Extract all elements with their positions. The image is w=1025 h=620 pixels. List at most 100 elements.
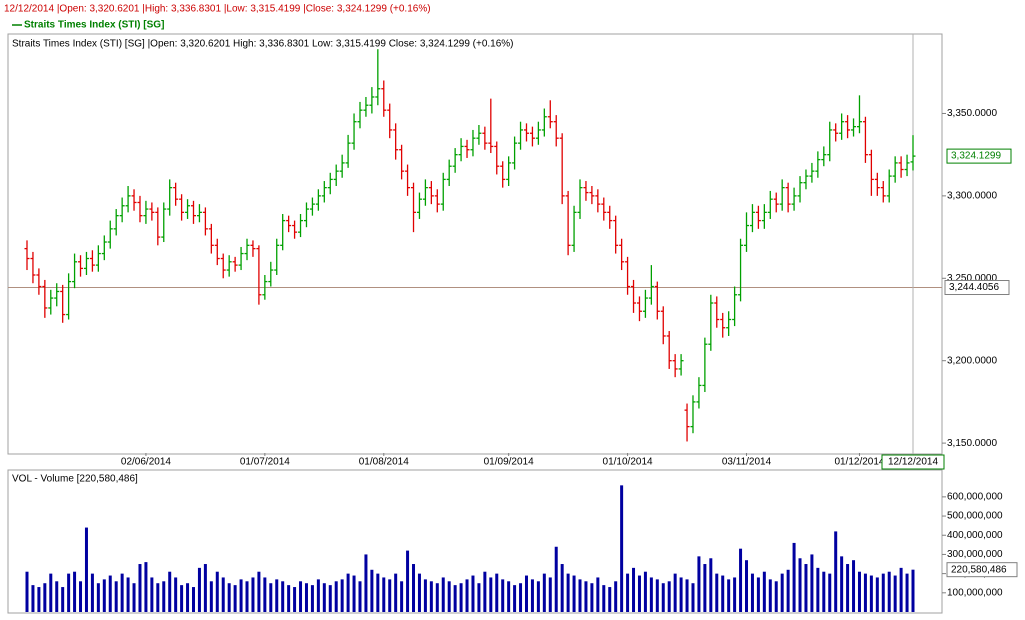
volume-bar bbox=[132, 583, 136, 612]
volume-bar bbox=[352, 575, 356, 612]
x-tick-label: 01/09/2014 bbox=[484, 457, 534, 468]
volume-bar bbox=[215, 571, 219, 612]
crosshair-box bbox=[944, 280, 1010, 296]
volume-bar bbox=[55, 581, 59, 612]
volume-bar bbox=[293, 587, 297, 612]
volume-bar bbox=[733, 577, 737, 612]
volume-bar bbox=[584, 581, 588, 612]
volume-bar bbox=[536, 581, 540, 612]
volume-bar bbox=[673, 573, 677, 612]
x-tick-label: 02/06/2014 bbox=[121, 457, 171, 468]
volume-bar bbox=[429, 581, 433, 612]
x-tick-label: 01/07/2014 bbox=[240, 457, 290, 468]
volume-bar bbox=[810, 554, 814, 612]
volume-bar bbox=[43, 583, 47, 612]
volume-bar bbox=[530, 579, 534, 612]
volume-bar bbox=[138, 564, 142, 612]
volume-bar bbox=[614, 581, 618, 612]
volume-bar bbox=[197, 567, 201, 612]
volume-bar bbox=[863, 573, 867, 612]
volume-bar bbox=[340, 579, 344, 612]
volume-bar bbox=[857, 571, 861, 612]
legend-label: Straits Times Index (STI) [SG] bbox=[24, 20, 164, 31]
volume-bar bbox=[459, 583, 463, 612]
volume-bar bbox=[709, 558, 713, 612]
volume-bar bbox=[73, 571, 77, 612]
volume-bar bbox=[477, 583, 481, 612]
volume-bar bbox=[548, 577, 552, 612]
volume-bar bbox=[703, 564, 707, 612]
y-tick-label: 500,000,000 bbox=[947, 511, 1003, 522]
volume-bar bbox=[626, 573, 630, 612]
volume-bar bbox=[245, 581, 249, 612]
volume-bar bbox=[792, 542, 796, 612]
volume-bar bbox=[61, 587, 65, 612]
volume-bar bbox=[685, 579, 689, 612]
volume-bar bbox=[453, 585, 457, 612]
volume-bar bbox=[358, 581, 362, 612]
volume-bar bbox=[519, 583, 523, 612]
volume-bar bbox=[822, 571, 826, 612]
volume-bar bbox=[239, 579, 243, 612]
x-tick-label: 01/08/2014 bbox=[359, 457, 409, 468]
last-price-label: 3,324.1299 bbox=[951, 151, 1001, 162]
y-tick-label: 100,000,000 bbox=[947, 587, 1003, 598]
volume-bar bbox=[126, 577, 130, 612]
volume-bar bbox=[774, 581, 778, 612]
volume-bar bbox=[679, 577, 683, 612]
volume-bar bbox=[281, 581, 285, 612]
volume-bar bbox=[632, 567, 636, 612]
volume-bar bbox=[108, 575, 112, 612]
y-tick-label: 400,000,000 bbox=[947, 530, 1003, 541]
volume-bar bbox=[102, 579, 106, 612]
volume-bar bbox=[489, 577, 493, 612]
volume-bar bbox=[691, 583, 695, 612]
y-tick-label: 3,350.0000 bbox=[947, 108, 997, 119]
volume-bar bbox=[483, 571, 487, 612]
volume-bar bbox=[471, 575, 475, 612]
volume-bar bbox=[566, 573, 570, 612]
y-tick-label: 3,300.0000 bbox=[947, 191, 997, 202]
volume-bar bbox=[745, 560, 749, 612]
last-volume-label: 220,580,486 bbox=[951, 564, 1007, 575]
volume-bar bbox=[203, 564, 207, 612]
volume-bar bbox=[869, 575, 873, 612]
volume-bar bbox=[275, 579, 279, 612]
volume-bar bbox=[804, 564, 808, 612]
volume-bar bbox=[620, 485, 624, 612]
volume-bar bbox=[911, 569, 915, 612]
volume-bar bbox=[299, 581, 303, 612]
y-tick-label: 3,150.0000 bbox=[947, 438, 997, 449]
crosshair-label: 3,244.4056 bbox=[949, 282, 999, 293]
volume-bar bbox=[513, 585, 517, 612]
volume-bar bbox=[67, 573, 71, 612]
volume-bar bbox=[507, 581, 511, 612]
volume-bar bbox=[852, 560, 856, 612]
volume-bar bbox=[191, 587, 195, 612]
volume-bar bbox=[388, 579, 392, 612]
volume-bar bbox=[257, 571, 261, 612]
volume-bar bbox=[697, 556, 701, 612]
volume-bar bbox=[828, 573, 832, 612]
volume-bar bbox=[221, 577, 225, 612]
y-tick-label: 300,000,000 bbox=[947, 549, 1003, 560]
volume-bar bbox=[655, 579, 659, 612]
header-text: 12/12/2014 |Open: 3,320.6201 |High: 3,33… bbox=[4, 4, 431, 15]
volume-bar bbox=[643, 571, 647, 612]
volume-bar bbox=[233, 585, 237, 612]
volume-bar bbox=[560, 564, 564, 612]
volume-bar bbox=[400, 581, 404, 612]
volume-bar bbox=[31, 585, 35, 612]
volume-bar bbox=[727, 579, 731, 612]
volume-bar bbox=[49, 573, 53, 612]
volume-bar bbox=[739, 548, 743, 612]
volume-bar bbox=[780, 573, 784, 612]
volume-bar bbox=[180, 585, 184, 612]
volume-bar bbox=[495, 573, 499, 612]
volume-bar bbox=[156, 583, 160, 612]
volume-bar bbox=[893, 575, 897, 612]
volume-bar bbox=[412, 564, 416, 612]
volume-bar bbox=[364, 554, 368, 612]
volume-bar bbox=[501, 579, 505, 612]
